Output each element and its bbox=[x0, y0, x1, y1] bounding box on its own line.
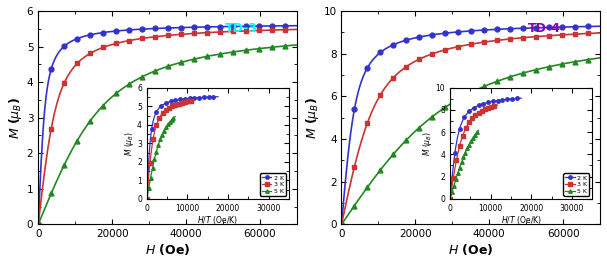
2 K bbox=[189, 26, 196, 29]
3 K bbox=[35, 215, 42, 219]
2 K bbox=[193, 26, 200, 29]
Line: 3 K: 3 K bbox=[339, 30, 603, 227]
3 K bbox=[339, 219, 346, 222]
2 K bbox=[188, 26, 195, 29]
5 K bbox=[35, 223, 42, 226]
5 K bbox=[492, 80, 499, 83]
5 K bbox=[293, 43, 300, 46]
Y-axis label: $M$ ($\mu_B$): $M$ ($\mu_B$) bbox=[304, 97, 320, 139]
3 K bbox=[338, 223, 345, 226]
3 K bbox=[293, 28, 300, 31]
5 K bbox=[572, 60, 580, 63]
5 K bbox=[496, 79, 503, 82]
5 K bbox=[193, 57, 200, 60]
3 K bbox=[189, 32, 196, 35]
3 K bbox=[35, 223, 42, 226]
3 K bbox=[253, 29, 260, 32]
Y-axis label: $M$ ($\mu_B$): $M$ ($\mu_B$) bbox=[7, 97, 24, 139]
5 K bbox=[556, 63, 563, 66]
5 K bbox=[253, 47, 260, 50]
3 K bbox=[572, 32, 580, 36]
5 K bbox=[35, 221, 42, 224]
2 K bbox=[293, 24, 300, 27]
3 K bbox=[492, 39, 499, 42]
X-axis label: $H$ (Oe): $H$ (Oe) bbox=[448, 242, 493, 257]
5 K bbox=[597, 56, 604, 59]
3 K bbox=[496, 39, 503, 42]
X-axis label: $H$ (Oe): $H$ (Oe) bbox=[145, 242, 190, 257]
2 K bbox=[269, 24, 276, 27]
2 K bbox=[572, 25, 580, 28]
Line: 2 K: 2 K bbox=[36, 23, 299, 227]
3 K bbox=[269, 29, 276, 32]
5 K bbox=[339, 221, 346, 225]
2 K bbox=[339, 213, 346, 216]
Text: TD-4: TD-4 bbox=[527, 22, 561, 35]
2 K bbox=[253, 25, 260, 28]
Line: 3 K: 3 K bbox=[36, 27, 299, 227]
2 K bbox=[35, 203, 42, 206]
3 K bbox=[556, 34, 563, 37]
2 K bbox=[496, 28, 503, 31]
3 K bbox=[491, 39, 498, 42]
5 K bbox=[269, 46, 276, 49]
5 K bbox=[491, 81, 498, 84]
5 K bbox=[188, 58, 195, 61]
Line: 5 K: 5 K bbox=[339, 55, 603, 227]
2 K bbox=[597, 25, 604, 28]
5 K bbox=[338, 223, 345, 226]
5 K bbox=[189, 58, 196, 61]
2 K bbox=[35, 223, 42, 226]
Line: 5 K: 5 K bbox=[36, 43, 299, 227]
2 K bbox=[338, 223, 345, 226]
3 K bbox=[188, 32, 195, 35]
2 K bbox=[556, 26, 563, 29]
2 K bbox=[491, 28, 498, 31]
3 K bbox=[597, 31, 604, 35]
2 K bbox=[492, 28, 499, 31]
3 K bbox=[193, 32, 200, 35]
Line: 2 K: 2 K bbox=[339, 24, 603, 227]
Text: TD-3: TD-3 bbox=[225, 22, 257, 35]
